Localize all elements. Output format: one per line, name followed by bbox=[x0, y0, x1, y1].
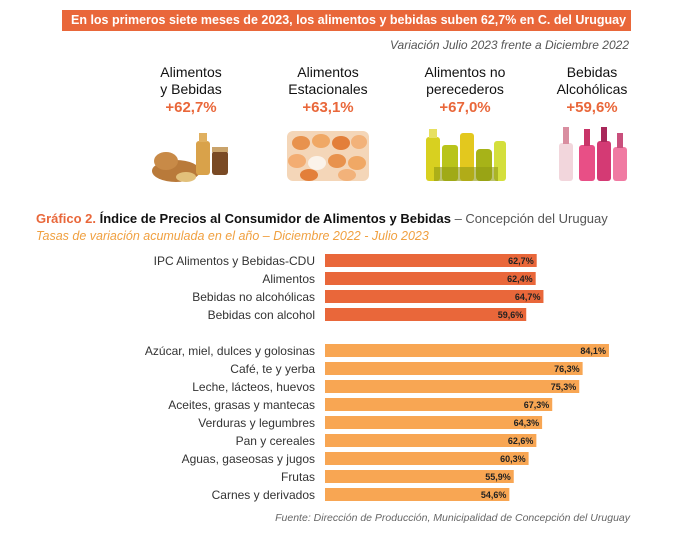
bar bbox=[325, 290, 544, 303]
bar bbox=[325, 362, 583, 375]
bar-value-label: 64,7% bbox=[515, 292, 541, 302]
bar bbox=[325, 416, 543, 429]
bar bbox=[325, 344, 609, 357]
chart-title-suffix: – Concepción del Uruguay bbox=[454, 211, 608, 226]
category-label: Alimentos bbox=[262, 272, 315, 286]
bar-chart: IPC Alimentos y Bebidas-CDU 62,7% Alimento… bbox=[145, 254, 609, 502]
chart-title-prefix: Gráfico 2. bbox=[36, 211, 96, 226]
bar-value-label: 62,7% bbox=[508, 256, 534, 266]
bar-value-label: 60,3% bbox=[500, 454, 526, 464]
highlight-label: Bebidas Alcohólicas bbox=[556, 64, 628, 97]
bar-value-label: 75,3% bbox=[551, 382, 577, 392]
bar-value-label: 67,3% bbox=[524, 400, 550, 410]
highlight-value: +62,7% bbox=[165, 99, 217, 116]
category-label: IPC Alimentos y Bebidas-CDU bbox=[154, 254, 315, 268]
headline-banner: En los primeros siete meses de 2023, los… bbox=[62, 10, 631, 31]
highlight-non-perishable: Alimentos no perecederos +67,0% bbox=[405, 64, 525, 190]
bar bbox=[325, 272, 536, 285]
chart-title-main: Índice de Precios al Consumidor de Alime… bbox=[99, 211, 451, 226]
category-label: Carnes y derivados bbox=[212, 488, 315, 502]
highlight-value: +63,1% bbox=[302, 99, 354, 116]
highlight-label: Alimentos Estacionales bbox=[288, 64, 368, 97]
bar-value-label: 55,9% bbox=[485, 472, 511, 482]
category-label: Pan y cereales bbox=[236, 434, 315, 448]
comparison-period: Variación Julio 2023 frente a Diciembre … bbox=[389, 38, 629, 52]
bar bbox=[325, 452, 529, 465]
highlight-label: Alimentos no perecederos bbox=[424, 64, 506, 97]
highlight-value: +59,6% bbox=[566, 99, 618, 116]
bar bbox=[325, 470, 514, 483]
highlight-value: +67,0% bbox=[439, 99, 491, 116]
bar bbox=[325, 254, 537, 267]
highlight-alcoholic-beverages: Bebidas Alcohólicas +59,6% bbox=[532, 64, 652, 190]
bar-value-label: 59,6% bbox=[498, 310, 524, 320]
category-label: Azúcar, miel, dulces y golosinas bbox=[145, 344, 315, 358]
category-label: Bebidas no alcohólicas bbox=[192, 290, 315, 304]
category-label: Aguas, gaseosas y jugos bbox=[182, 452, 315, 466]
bar bbox=[325, 434, 537, 447]
chart-title: Gráfico 2. Índice de Precios al Consumid… bbox=[36, 211, 608, 226]
bar bbox=[325, 380, 580, 393]
eggs-icon bbox=[287, 131, 369, 181]
bar-value-label: 54,6% bbox=[481, 490, 507, 500]
bar bbox=[325, 398, 553, 411]
grocery-jars-icon bbox=[426, 129, 506, 181]
category-label: Café, te y yerba bbox=[230, 362, 315, 376]
bar-value-label: 62,6% bbox=[508, 436, 534, 446]
source-note: Fuente: Dirección de Producción, Municip… bbox=[275, 512, 630, 524]
category-label: Leche, lácteos, huevos bbox=[192, 380, 315, 394]
liquor-bottles-icon bbox=[559, 127, 627, 181]
bar-value-label: 64,3% bbox=[514, 418, 540, 428]
bar bbox=[325, 488, 510, 501]
bar-value-label: 76,3% bbox=[554, 364, 580, 374]
category-label: Frutas bbox=[281, 470, 315, 484]
chart-subtitle: Tasas de variación acumulada en el año –… bbox=[36, 229, 429, 243]
category-label: Verduras y legumbres bbox=[198, 416, 315, 430]
highlight-label: Alimentos y Bebidas bbox=[160, 64, 222, 97]
highlight-seasonal-food: Alimentos Estacionales +63,1% bbox=[268, 64, 388, 190]
bar-value-label: 62,4% bbox=[507, 274, 533, 284]
bar-value-label: 84,1% bbox=[580, 346, 606, 356]
bar bbox=[325, 308, 527, 321]
food-basket-icon bbox=[152, 133, 228, 182]
highlight-food-beverages: Alimentos y Bebidas +62,7% bbox=[131, 64, 251, 190]
category-label: Bebidas con alcohol bbox=[208, 308, 315, 322]
category-label: Aceites, grasas y mantecas bbox=[168, 398, 315, 412]
